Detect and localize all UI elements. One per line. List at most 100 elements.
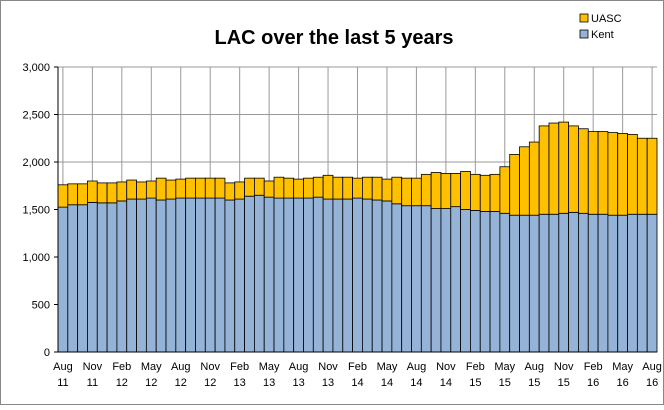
bar [519, 146, 530, 216]
x-tick-label: May 12 [141, 361, 162, 389]
y-tick-label: 2,500 [22, 110, 50, 122]
bar [145, 180, 157, 199]
x-tick-label: May 15 [494, 361, 515, 389]
bar [175, 197, 187, 353]
bar [450, 172, 462, 208]
bar [420, 173, 432, 207]
bar [234, 198, 245, 353]
x-tick-label: Aug 11 [53, 361, 73, 389]
x-tick-label: Nov 15 [554, 361, 574, 389]
bar [470, 173, 481, 211]
bar [224, 182, 236, 201]
bar [77, 183, 88, 206]
bar [204, 177, 216, 199]
bar [509, 214, 520, 353]
bar [499, 212, 511, 353]
x-tick-label: Feb 13 [230, 361, 249, 389]
bar [96, 182, 108, 204]
bar [332, 176, 344, 200]
bar [293, 178, 304, 199]
legend-swatch [579, 29, 589, 39]
bar [371, 199, 383, 353]
x-tick-label: May 14 [377, 361, 398, 389]
x-tick-label: Aug 14 [407, 361, 427, 389]
bar [548, 122, 560, 215]
bar [195, 177, 206, 199]
bar [352, 177, 363, 199]
bar [145, 197, 157, 353]
bar [568, 125, 579, 213]
bar [165, 198, 177, 353]
bar [253, 194, 265, 353]
bar [587, 131, 599, 215]
bar [558, 212, 570, 353]
bar [322, 198, 334, 353]
bar [273, 197, 285, 353]
bar [126, 198, 137, 353]
bar [578, 212, 589, 353]
bar [136, 198, 147, 353]
bar [607, 214, 619, 353]
bar [528, 141, 540, 216]
bar [420, 205, 432, 353]
bar [440, 172, 452, 209]
bar [87, 180, 98, 203]
bar [283, 177, 295, 199]
x-tick-label: Aug 13 [289, 361, 309, 389]
bar [391, 176, 403, 205]
bar [401, 205, 412, 353]
bar [67, 204, 79, 353]
x-tick-label: Aug 16 [642, 361, 662, 389]
bar [489, 173, 501, 212]
bar [509, 153, 520, 216]
legend-label: UASC [591, 13, 622, 25]
bar [244, 177, 255, 197]
bar [391, 203, 403, 353]
chart-title: LAC over the last 5 years [215, 27, 454, 49]
bar [332, 198, 344, 353]
bar [263, 196, 275, 353]
bar [352, 197, 363, 353]
bar [136, 181, 147, 200]
bar [273, 176, 285, 199]
bar [627, 134, 638, 215]
bar [568, 211, 579, 353]
bar [214, 197, 226, 353]
bar [440, 208, 452, 353]
bar [165, 179, 177, 200]
bar [617, 133, 628, 216]
bar [67, 183, 79, 206]
bar [106, 182, 118, 204]
bar [155, 199, 167, 353]
bar [401, 177, 412, 207]
bar [538, 125, 550, 215]
bar [460, 171, 471, 210]
x-tick-label: Feb 12 [112, 361, 131, 389]
bar [204, 197, 216, 353]
bar [636, 137, 648, 215]
bar [77, 204, 88, 353]
bar [636, 213, 648, 353]
bar [126, 179, 137, 200]
x-tick-label: May 13 [259, 361, 280, 389]
bar [224, 199, 236, 353]
x-tick-label: Nov 14 [436, 361, 456, 389]
bar [578, 128, 589, 214]
bar [460, 209, 471, 353]
bar [479, 174, 491, 212]
bar [627, 213, 638, 353]
bar [558, 121, 570, 214]
bar [411, 205, 422, 353]
bar [381, 178, 393, 202]
bar [519, 214, 530, 353]
bar [430, 172, 442, 209]
bar [538, 213, 550, 353]
bar [116, 181, 128, 202]
y-tick-label: 1,500 [22, 205, 50, 217]
bar [96, 202, 108, 353]
bar [57, 184, 69, 208]
bar [646, 137, 658, 215]
bar [293, 197, 304, 353]
bar [371, 176, 383, 201]
bar [185, 197, 196, 353]
